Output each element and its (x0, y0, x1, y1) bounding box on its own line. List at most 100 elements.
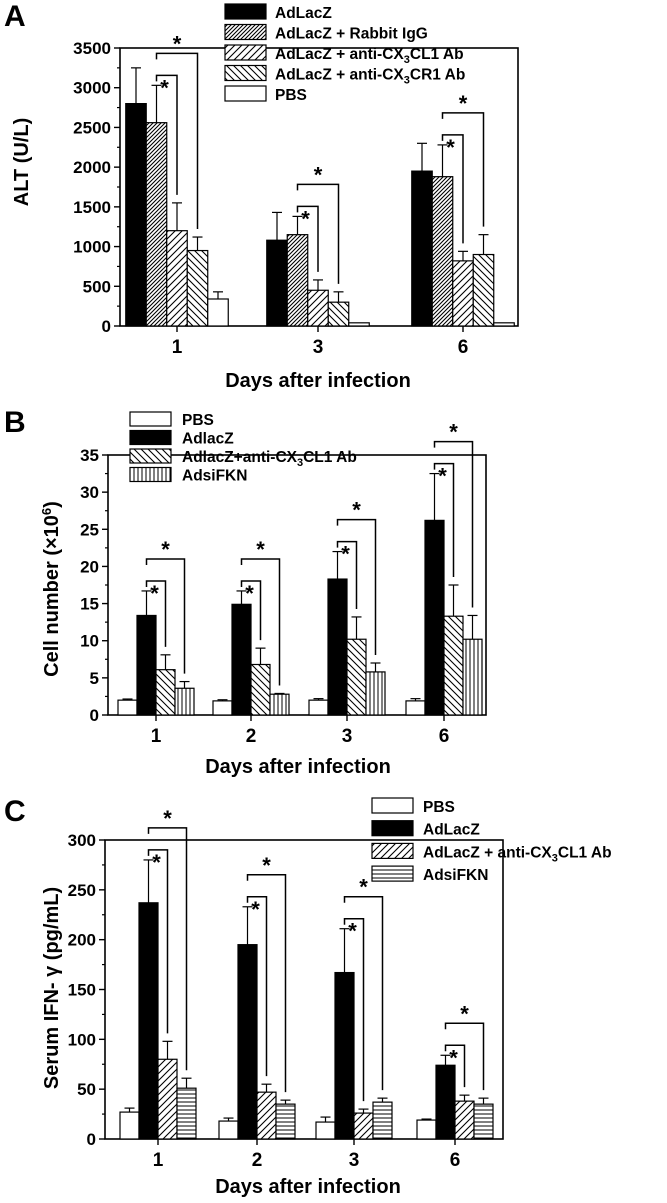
panel-c-legend-swatch (371, 820, 414, 837)
panel-c-bar (157, 1058, 178, 1140)
panel-b-legend-label-subscript: 3 (297, 457, 303, 469)
panel-a-y-tick-label: 0 (102, 317, 111, 336)
panel-a-x-tick-label: 3 (313, 337, 324, 358)
panel-a-significance-bracket (155, 74, 178, 195)
panel-b-significance-star: * (256, 537, 265, 562)
panel-c-legend-label-subscript: 3 (552, 852, 558, 864)
panel-b-bar (424, 519, 445, 716)
panel-b-x-tick-label: 3 (342, 726, 353, 747)
panel-c-letter: C (4, 795, 26, 828)
panel-c-y-tick-label: 100 (68, 1030, 96, 1049)
panel-c-y-tick-label: 300 (68, 831, 96, 850)
panel-a-legend-swatch (224, 44, 267, 61)
panel-c-y-tick-label: 200 (68, 931, 96, 950)
panel-b-x-axis-title: Days after infection (205, 756, 391, 778)
panel-b-bar (231, 603, 252, 716)
panel-a-y-tick-label: 500 (83, 277, 111, 296)
panel-c-bar (176, 1087, 197, 1140)
panel-c-y-tick-label: 150 (68, 981, 96, 1000)
panel-c-legend-label-part: CL1 Ab (558, 844, 612, 861)
panel-a-y-tick-label: 1500 (73, 198, 111, 217)
panel-c-legend-label-part: AdLacZ + anti-CX (423, 844, 552, 861)
panel-a-legend-label-part: AdLacZ + anti-CX (275, 46, 404, 63)
panel-a-bar (166, 230, 188, 327)
panel-c-significance-star: * (251, 897, 260, 922)
panel-c-x-tick-label: 3 (349, 1150, 360, 1171)
panel-b-bar (346, 638, 367, 716)
panel-a-y-axis-title: ALT (U/L) (11, 118, 33, 207)
panel-a-y-tick-label: 2000 (73, 158, 111, 177)
panel-c-bar (237, 944, 258, 1140)
panel-c-legend-label: AdLacZ (423, 822, 480, 839)
panel-a-significance-bracket (296, 183, 340, 284)
panel-c-significance-bracket (246, 896, 268, 1077)
panel-c-x-axis-title: Days after infection (215, 1176, 401, 1198)
panel-c-legend-swatch (371, 842, 414, 860)
panel-b-y-tick-label: 5 (90, 669, 99, 688)
panel-c-x-tick-label: 6 (450, 1150, 461, 1171)
panel-c-y-axis-title: Serum IFN- γ (pg/mL) (41, 887, 63, 1089)
panel-b-legend-label-part: CL1 Ab (303, 449, 357, 466)
panel-a-legend-label: AdLacZ (275, 5, 332, 22)
panel-c-bar (473, 1103, 494, 1140)
panel-b-bar (443, 615, 464, 716)
panel-a-y-tick-label: 1000 (73, 238, 111, 257)
panel-c-legend-label: AdLacZ + anti-CX3CL1 Ab (423, 844, 612, 864)
panel-c-legend-label: PBS (423, 799, 455, 816)
panel-b-y-tick-label: 35 (80, 446, 99, 465)
panel-c-significance-bracket (147, 827, 188, 1071)
panel-a-legend-label: PBS (275, 87, 307, 104)
panel-b-legend-label-part: AdlacZ+anti-CX (182, 449, 298, 466)
panel-b-y-tick-label: 25 (80, 520, 99, 539)
panel-c-significance-star: * (163, 806, 172, 831)
panel-c-legend-label: AdsiFKN (423, 867, 488, 884)
panel-b-significance-bracket (336, 540, 358, 609)
panel-b-significance-bracket (433, 462, 455, 577)
panel-a-significance-star: * (160, 75, 169, 100)
panel-b-x-tick-label: 2 (246, 726, 257, 747)
panel-c-significance-star: * (348, 919, 357, 944)
panel-a-legend-swatch (224, 23, 267, 41)
panel-c-legend-swatch (371, 865, 414, 882)
panel-c-bar (275, 1103, 296, 1140)
panel-b-significance-star: * (150, 581, 159, 606)
panel-c-bar (218, 1120, 239, 1140)
panel-b-significance-star: * (245, 581, 254, 606)
panel-a-legend-swatch (224, 3, 267, 20)
panel-b-y-axis-title: Cell number (×106) (39, 501, 64, 677)
panel-b-significance-bracket (336, 518, 377, 655)
panel-c-significance-bracket (444, 1022, 485, 1091)
panel-a-significance-star: * (459, 91, 468, 116)
panel-a-significance-star: * (173, 31, 182, 56)
panel-b-legend-swatch (129, 411, 172, 427)
panel-c-significance-bracket (444, 1044, 466, 1088)
panel-a-bar (452, 260, 474, 327)
panel-c-bar (435, 1064, 456, 1140)
panel-a-letter: A (4, 0, 26, 33)
panel-b-legend-swatch (129, 429, 172, 446)
panel-a-y-tick-label: 3500 (73, 39, 111, 58)
panel-a-bar (431, 176, 454, 327)
panel-a-legend-label-subscript: 3 (404, 54, 410, 66)
panel-b-significance-bracket (145, 580, 167, 647)
panel-a-y-tick-label: 2500 (73, 118, 111, 137)
panel-c-significance-star: * (359, 875, 368, 900)
panel-b-significance-bracket (240, 580, 262, 641)
panel-b-significance-star: * (161, 537, 170, 562)
panel-b-bar (174, 687, 195, 716)
panel-a-legend-swatch (224, 64, 267, 82)
panel-b-significance-bracket (433, 440, 474, 608)
panel-b-bar (462, 638, 483, 716)
panel-b-legend-label: AdlacZ+anti-CX3CL1 Ab (182, 449, 357, 469)
panel-c-significance-star: * (449, 1045, 458, 1070)
panel-c-significance-bracket (343, 917, 365, 1102)
panel-b-significance-star: * (352, 498, 361, 523)
panel-a-legend-label-part: CL1 Ab (410, 46, 464, 63)
panel-a-bar (286, 234, 309, 327)
panel-b-y-axis-title-main: Cell number (×10 (41, 515, 63, 677)
panel-a-significance-star: * (314, 162, 323, 187)
